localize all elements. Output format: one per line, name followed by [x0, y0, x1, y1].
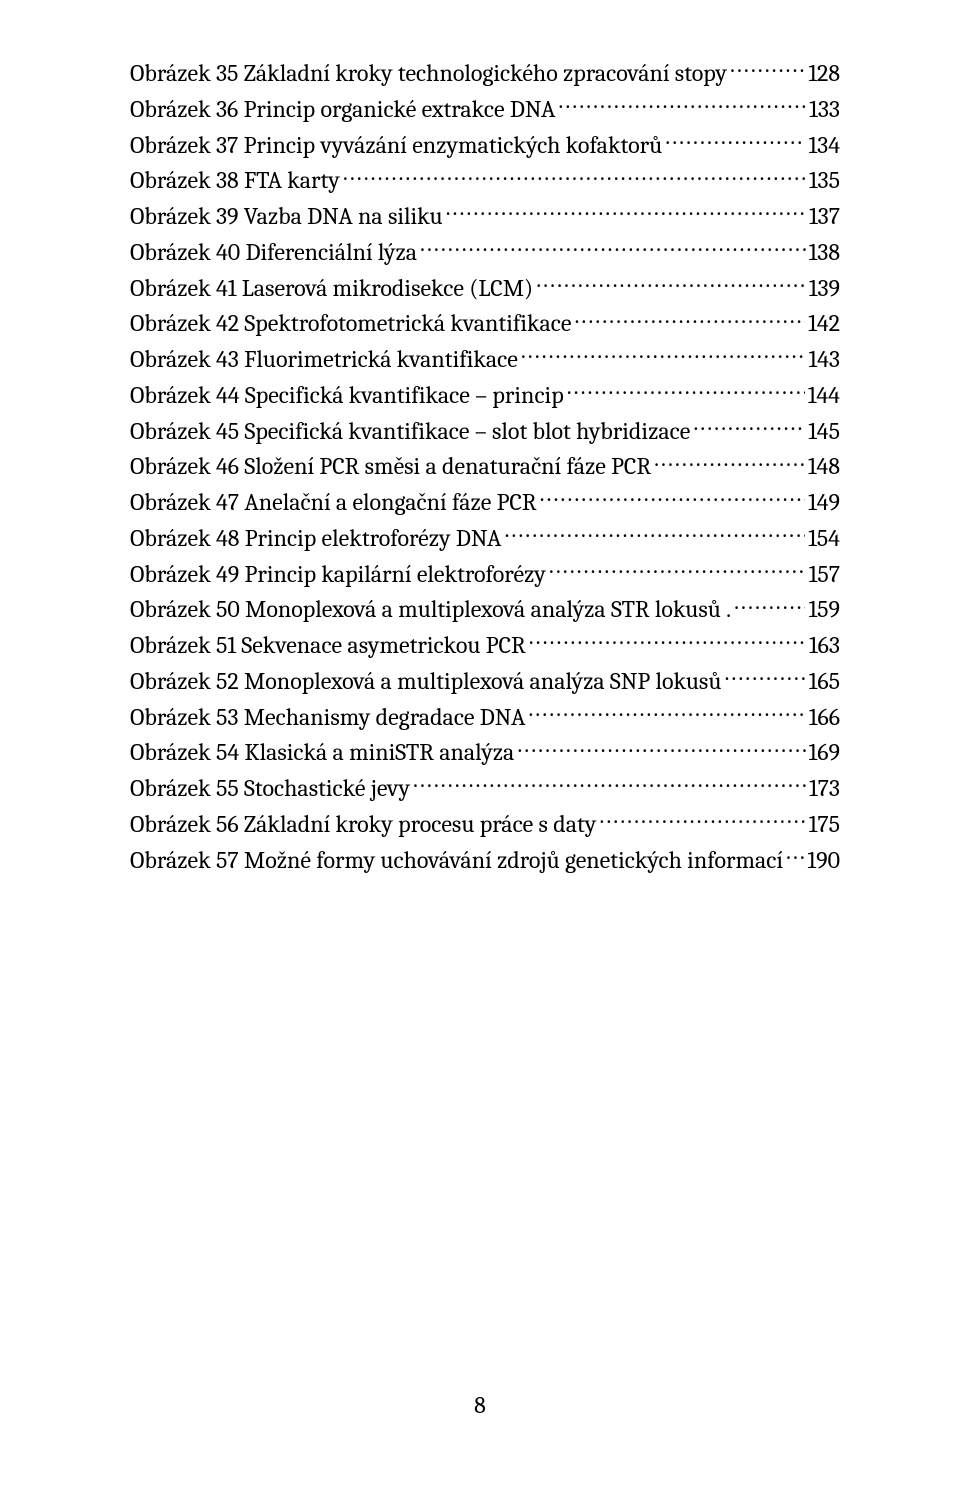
- entry-label: Obrázek 35 Základní kroky technologickéh…: [130, 56, 727, 92]
- page-number: 8: [0, 1391, 960, 1419]
- entry-page: 145: [808, 414, 840, 450]
- list-item: Obrázek 35 Základní kroky technologickéh…: [130, 56, 840, 92]
- list-item: Obrázek 39 Vazba DNA na siliku 137: [130, 199, 840, 235]
- list-item: Obrázek 42 Spektrofotometrická kvantifik…: [130, 306, 840, 342]
- dot-leader: [413, 772, 806, 796]
- entry-page: 159: [808, 592, 840, 628]
- dot-leader: [540, 486, 805, 510]
- entry-page: 133: [809, 92, 840, 128]
- list-item: Obrázek 48 Princip elektroforézy DNA 154: [130, 521, 840, 557]
- entry-page: 138: [809, 235, 840, 271]
- entry-label: Obrázek 40 Diferenciální lýza: [130, 235, 417, 271]
- entry-label: Obrázek 50 Monoplexová a multiplexová an…: [130, 592, 731, 628]
- dot-leader: [529, 629, 806, 653]
- dot-leader: [730, 57, 805, 81]
- dot-leader: [558, 93, 806, 117]
- page-container: Obrázek 35 Základní kroky technologickéh…: [0, 0, 960, 1501]
- entry-page: 165: [809, 664, 840, 700]
- entry-label: Obrázek 55 Stochastické jevy: [130, 771, 410, 807]
- entry-label: Obrázek 39 Vazba DNA na siliku: [130, 199, 443, 235]
- dot-leader: [528, 701, 805, 725]
- entry-label: Obrázek 48 Princip elektroforézy DNA: [130, 521, 501, 557]
- dot-leader: [536, 272, 806, 296]
- entry-page: 157: [809, 557, 840, 593]
- entry-page: 149: [808, 485, 840, 521]
- entry-page: 166: [809, 700, 840, 736]
- dot-leader: [521, 343, 806, 367]
- list-item: Obrázek 47 Anelační a elongační fáze PCR…: [130, 485, 840, 521]
- entry-label: Obrázek 52 Monoplexová a multiplexová an…: [130, 664, 721, 700]
- dot-leader: [654, 450, 805, 474]
- entry-page: 128: [808, 56, 840, 92]
- dot-leader: [420, 236, 806, 260]
- list-item: Obrázek 38 FTA karty 135: [130, 163, 840, 199]
- dot-leader: [549, 558, 806, 582]
- list-item: Obrázek 50 Monoplexová a multiplexová an…: [130, 592, 840, 628]
- entry-label: Obrázek 42 Spektrofotometrická kvantifik…: [130, 306, 571, 342]
- entry-page: 139: [809, 271, 840, 307]
- list-item: Obrázek 37 Princip vyvázání enzymatickýc…: [130, 128, 840, 164]
- entry-label: Obrázek 45 Specifická kvantifikace – slo…: [130, 414, 690, 450]
- entry-label: Obrázek 36 Princip organické extrakce DN…: [130, 92, 555, 128]
- list-item: Obrázek 56 Základní kroky procesu práce …: [130, 807, 840, 843]
- list-item: Obrázek 44 Specifická kvantifikace – pri…: [130, 378, 840, 414]
- dot-leader: [343, 164, 806, 188]
- list-item: Obrázek 53 Mechanismy degradace DNA 166: [130, 700, 840, 736]
- dot-leader: [693, 415, 805, 439]
- dot-leader: [517, 736, 805, 760]
- entry-label: Obrázek 41 Laserová mikrodisekce (LCM): [130, 271, 533, 307]
- entry-label: Obrázek 51 Sekvenace asymetrickou PCR: [130, 628, 526, 664]
- list-item: Obrázek 45 Specifická kvantifikace – slo…: [130, 414, 840, 450]
- entry-label: Obrázek 44 Specifická kvantifikace – pri…: [130, 378, 564, 414]
- list-item: Obrázek 51 Sekvenace asymetrickou PCR 163: [130, 628, 840, 664]
- entry-label: Obrázek 46 Složení PCR směsi a denaturač…: [130, 449, 651, 485]
- dot-leader: [599, 808, 805, 832]
- entry-page: 142: [808, 306, 840, 342]
- entry-label: Obrázek 38 FTA karty: [130, 163, 340, 199]
- dot-leader: [734, 593, 805, 617]
- entry-page: 137: [809, 199, 840, 235]
- list-item: Obrázek 40 Diferenciální lýza 138: [130, 235, 840, 271]
- entry-label: Obrázek 56 Základní kroky procesu práce …: [130, 807, 596, 843]
- entry-page: 134: [808, 128, 840, 164]
- list-item: Obrázek 54 Klasická a miniSTR analýza 169: [130, 735, 840, 771]
- list-item: Obrázek 43 Fluorimetrická kvantifikace 14…: [130, 342, 840, 378]
- dot-leader: [504, 522, 805, 546]
- dot-leader: [567, 379, 805, 403]
- entry-label: Obrázek 57 Možné formy uchovávání zdrojů…: [130, 843, 783, 879]
- figure-list: Obrázek 35 Základní kroky technologickéh…: [130, 56, 840, 878]
- entry-label: Obrázek 43 Fluorimetrická kvantifikace: [130, 342, 518, 378]
- entry-page: 163: [809, 628, 840, 664]
- entry-label: Obrázek 54 Klasická a miniSTR analýza: [130, 735, 514, 771]
- entry-label: Obrázek 53 Mechanismy degradace DNA: [130, 700, 525, 736]
- entry-page: 144: [808, 378, 840, 414]
- dot-leader: [574, 307, 805, 331]
- entry-label: Obrázek 49 Princip kapilární elektroforé…: [130, 557, 546, 593]
- dot-leader: [665, 129, 805, 153]
- entry-page: 135: [809, 163, 840, 199]
- dot-leader: [724, 665, 805, 689]
- dot-leader: [446, 200, 806, 224]
- list-item: Obrázek 52 Monoplexová a multiplexová an…: [130, 664, 840, 700]
- entry-page: 169: [809, 735, 840, 771]
- list-item: Obrázek 46 Složení PCR směsi a denaturač…: [130, 449, 840, 485]
- entry-page: 143: [808, 342, 840, 378]
- dot-leader: [786, 844, 804, 868]
- entry-label: Obrázek 47 Anelační a elongační fáze PCR: [130, 485, 537, 521]
- list-item: Obrázek 49 Princip kapilární elektroforé…: [130, 557, 840, 593]
- entry-page: 148: [808, 449, 840, 485]
- entry-page: 190: [807, 843, 840, 879]
- entry-label: Obrázek 37 Princip vyvázání enzymatickýc…: [130, 128, 662, 164]
- list-item: Obrázek 55 Stochastické jevy 173: [130, 771, 840, 807]
- entry-page: 173: [809, 771, 840, 807]
- list-item: Obrázek 57 Možné formy uchovávání zdrojů…: [130, 843, 840, 879]
- list-item: Obrázek 36 Princip organické extrakce DN…: [130, 92, 840, 128]
- entry-page: 175: [809, 807, 840, 843]
- list-item: Obrázek 41 Laserová mikrodisekce (LCM) 13…: [130, 271, 840, 307]
- entry-page: 154: [808, 521, 840, 557]
